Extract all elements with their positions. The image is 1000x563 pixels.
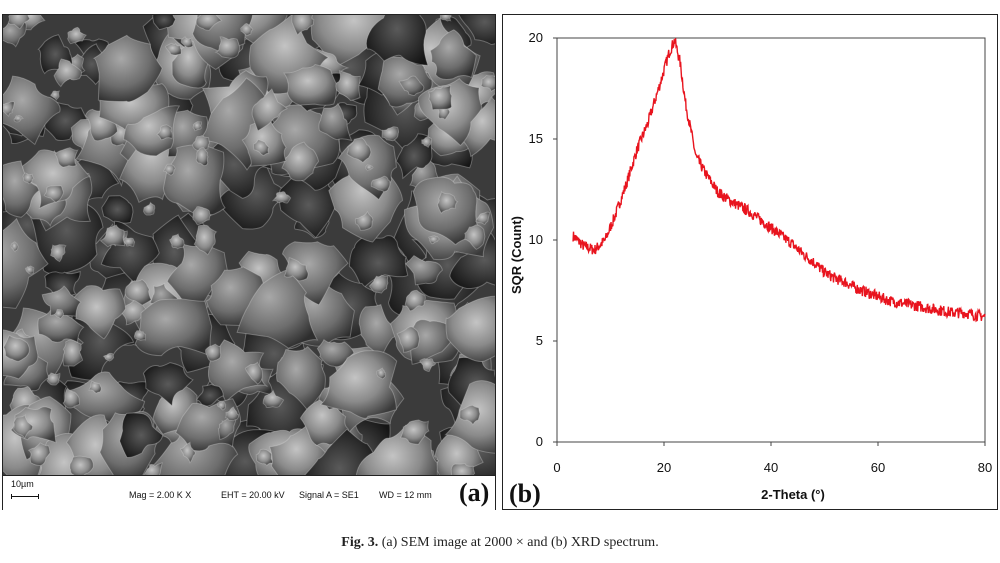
x-tick-label: 40	[764, 460, 778, 475]
x-tick-label: 20	[657, 460, 671, 475]
sem-texture	[3, 15, 495, 475]
xrd-chart: 0 20 40 60 80 0 5 10 15 20 2-Theta (°) SQR (Coun…	[509, 30, 992, 502]
caption-text: (a) SEM image at 2000 × and (b) XRD spec…	[378, 535, 659, 550]
x-tick-label: 60	[871, 460, 885, 475]
xrd-panel: 0 20 40 60 80 0 5 10 15 20 2-Theta (°) SQR (Coun…	[502, 14, 998, 510]
y-tick-label: 20	[529, 30, 543, 45]
y-tick-label: 0	[536, 434, 543, 449]
sem-micrograph	[3, 15, 495, 475]
magnification-readout: Mag = 2.00 K X	[129, 490, 192, 500]
plot-area-frame	[556, 37, 986, 443]
sem-info-bar: 10µm Mag = 2.00 K X EHT = 20.00 kV Signa…	[3, 475, 495, 510]
y-axis-label: SQR (Count)	[509, 216, 524, 294]
y-tick-label: 5	[536, 333, 543, 348]
y-tick-label: 10	[529, 232, 543, 247]
caption-label: Fig. 3.	[341, 535, 379, 550]
x-axis: 0 20 40 60 80	[553, 442, 992, 475]
sem-panel: 10µm Mag = 2.00 K X EHT = 20.00 kV Signa…	[2, 14, 496, 510]
signal-readout: Signal A = SE1	[299, 490, 359, 500]
working-distance-readout: WD = 12 mm	[379, 490, 432, 500]
y-tick-label: 15	[529, 131, 543, 146]
eht-readout: EHT = 20.00 kV	[221, 490, 285, 500]
panel-a-letter: (a)	[459, 478, 490, 507]
y-axis: 0 5 10 15 20	[529, 30, 557, 449]
series-line	[572, 38, 986, 323]
x-axis-label: 2-Theta (°)	[761, 487, 825, 502]
scale-bar	[11, 494, 39, 499]
x-tick-label: 80	[978, 460, 992, 475]
scale-bar-label: 10µm	[11, 479, 34, 489]
panel-b-letter: (b)	[509, 479, 541, 508]
figure-caption: Fig. 3. (a) SEM image at 2000 × and (b) …	[0, 535, 1000, 551]
x-tick-label: 0	[553, 460, 560, 475]
